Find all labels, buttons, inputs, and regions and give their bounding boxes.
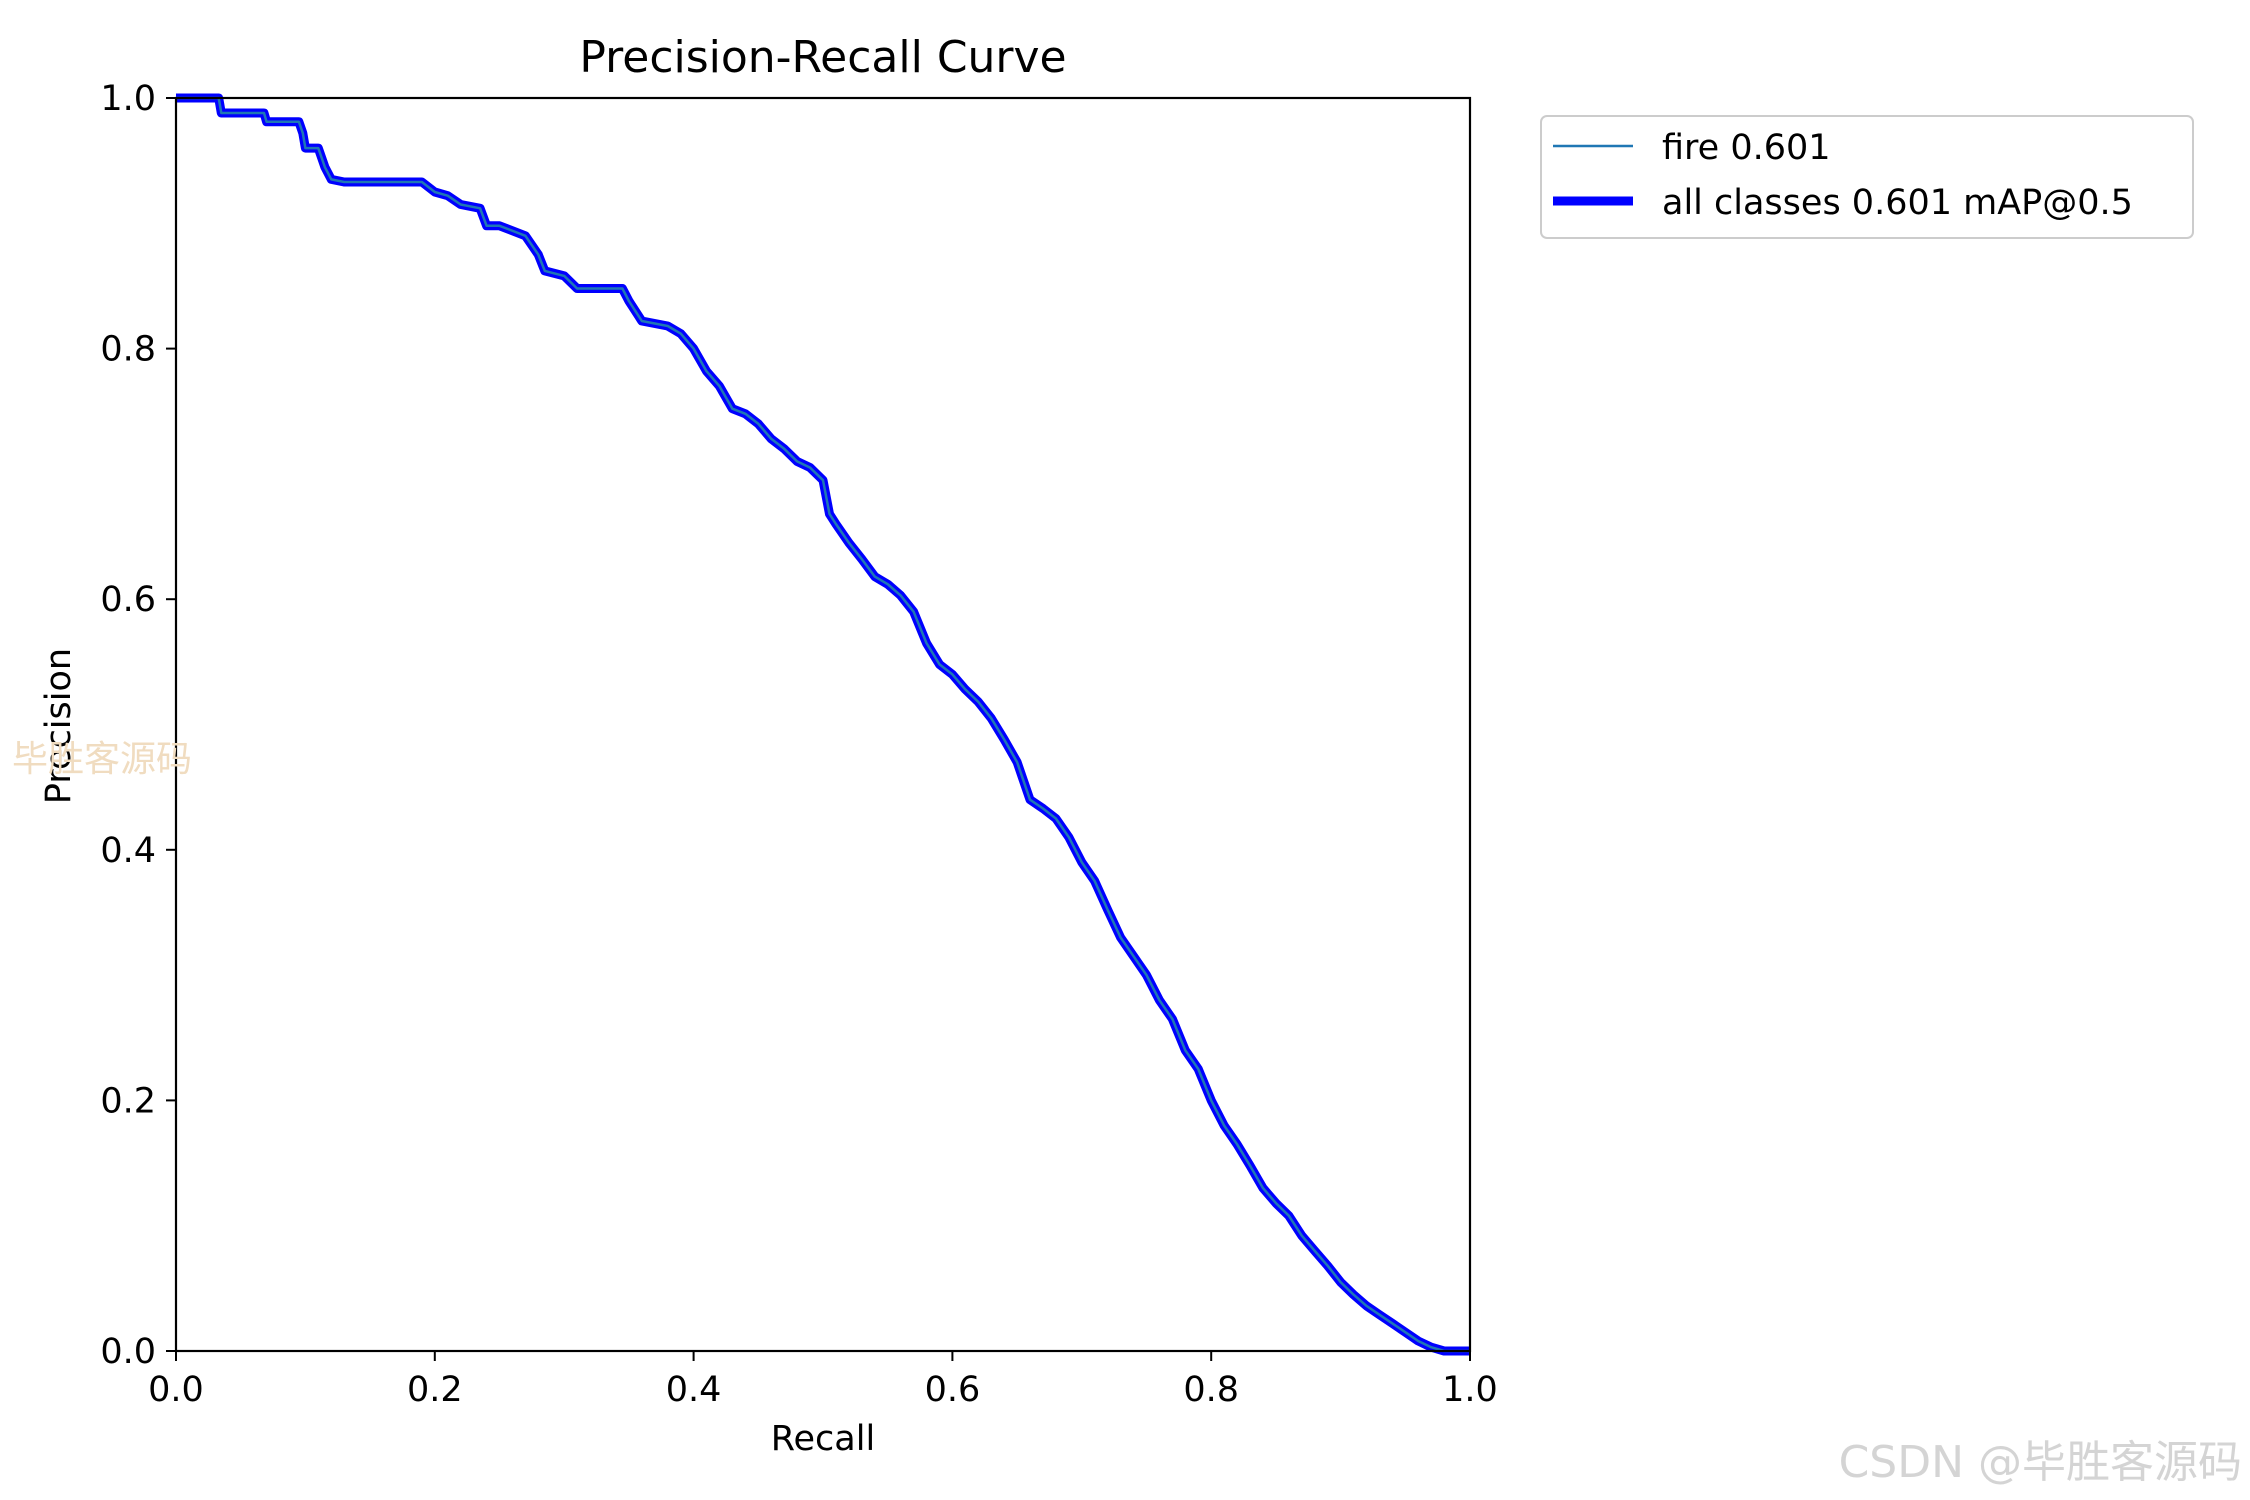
x-tick-label: 1.0 xyxy=(1442,1370,1498,1410)
chart-title: Precision-Recall Curve xyxy=(579,32,1066,83)
x-tick-label: 0.2 xyxy=(407,1370,463,1410)
y-tick-label: 0.0 xyxy=(100,1332,156,1372)
y-axis-label: Precision xyxy=(39,648,79,804)
legend-box xyxy=(1540,115,2194,239)
legend-label-fire: fire 0.601 xyxy=(1662,128,1831,168)
series-lines xyxy=(176,93,1470,1356)
watermark-side: 毕胜客源码 xyxy=(12,739,193,780)
x-tick-label: 0.0 xyxy=(148,1370,204,1410)
watermark-corner: CSDN @毕胜客源码 xyxy=(1838,1437,2242,1488)
series-line-fire xyxy=(176,96,1470,1353)
legend-label-all-classes: all classes 0.601 mAP@0.5 xyxy=(1662,183,2133,223)
x-axis-label: Recall xyxy=(771,1419,875,1459)
plot-area-frame xyxy=(174,96,1472,1353)
x-tick-label: 0.8 xyxy=(1183,1370,1239,1410)
x-tick-label: 0.6 xyxy=(925,1370,981,1410)
x-axis-ticks: 0.0 0.2 0.4 0.6 0.8 1.0 xyxy=(148,1351,1498,1410)
y-tick-label: 0.2 xyxy=(100,1081,156,1121)
y-tick-label: 0.6 xyxy=(100,580,156,620)
x-tick-label: 0.4 xyxy=(666,1370,722,1410)
y-tick-label: 0.8 xyxy=(100,330,156,370)
y-tick-label: 0.4 xyxy=(100,831,156,871)
legend: fire 0.601 all classes 0.601 mAP@0.5 xyxy=(1540,115,2194,239)
y-axis-ticks: 0.0 0.2 0.4 0.6 0.8 1.0 xyxy=(100,79,176,1372)
y-tick-label: 1.0 xyxy=(100,79,156,119)
